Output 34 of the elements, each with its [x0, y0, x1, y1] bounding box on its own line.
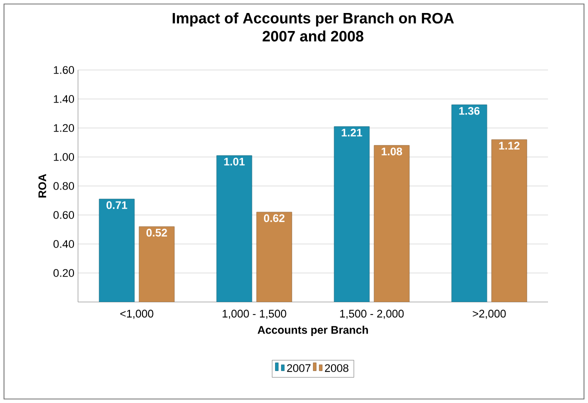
data-label: 1.01: [224, 158, 245, 166]
x-tick-label: >2,000: [472, 310, 506, 319]
x-tick-label: 1,500 - 2,000: [340, 310, 404, 319]
y-tick-label: 1.00: [54, 153, 74, 161]
chart-title: Impact of Accounts per Branch on ROA: [172, 12, 454, 26]
y-tick-label: 0.40: [53, 240, 74, 248]
y-axis-title: ROA: [38, 174, 46, 198]
legend-label: 2007: [287, 364, 310, 372]
y-tick-label: 1.40: [54, 95, 74, 103]
data-label: 1.12: [499, 142, 520, 150]
y-tick-label: 0.60: [53, 211, 74, 219]
bar: [256, 212, 292, 302]
bar: [216, 155, 252, 302]
data-label: 1.36: [459, 107, 480, 115]
data-label: 0.71: [106, 201, 128, 210]
x-tick-label: 1,000 - 1,500: [222, 310, 286, 319]
data-label: 1.21: [342, 128, 362, 136]
y-tick-label: 1.20: [54, 124, 74, 132]
y-tick-label: 0.20: [53, 269, 74, 277]
x-tick-label: <1,000: [120, 310, 154, 319]
y-tick-label: 1.60: [54, 66, 74, 74]
data-label: 1.08: [382, 148, 402, 156]
y-tick-label: 0.80: [53, 182, 74, 190]
data-label: 0.62: [264, 214, 284, 222]
legend-label: 2008: [324, 364, 348, 372]
bar: [374, 145, 410, 302]
chart-subtitle: 2007 and 2008: [262, 30, 364, 42]
bar: [334, 126, 370, 302]
bar: [138, 226, 175, 302]
bar: [491, 139, 528, 302]
bar: [451, 104, 488, 302]
data-label: 0.52: [146, 228, 167, 237]
x-axis-title: Accounts per Branch: [258, 326, 368, 336]
bar: [98, 198, 135, 302]
